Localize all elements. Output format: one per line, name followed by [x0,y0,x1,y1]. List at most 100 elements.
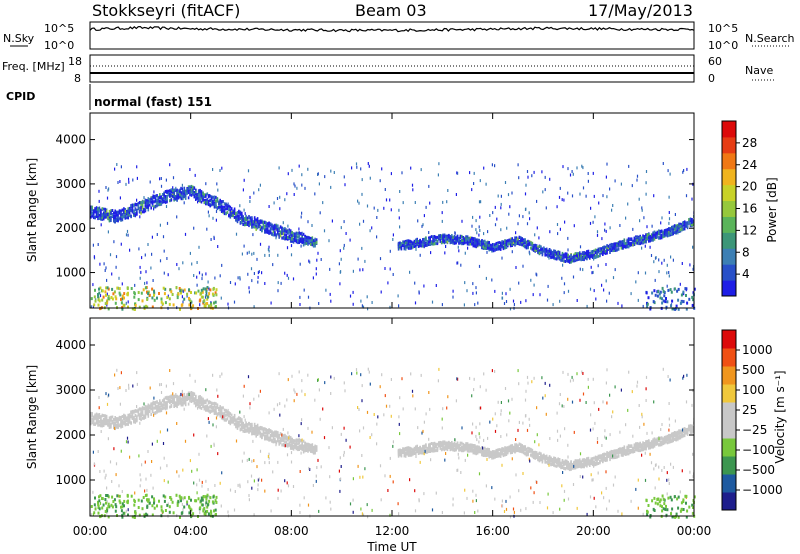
power-cell [633,242,636,246]
velocity-cell [190,400,193,403]
power-cell [592,171,594,175]
velocity-cell [229,415,232,419]
power-cell [419,239,421,243]
power-cell [566,257,568,260]
velocity-cell [426,446,429,450]
power-cell [527,243,529,246]
velocity-cell [238,421,240,424]
power-cell [116,286,119,290]
velocity-cell [156,400,158,404]
power-cell [163,292,166,296]
power-cell [128,208,131,212]
power-cell [163,196,165,200]
velocity-cell [126,419,128,423]
velocity-cell [154,411,157,415]
colorbar-tick-label: 8 [742,245,750,259]
velocity-cell [220,413,223,417]
power-cell [607,244,609,248]
power-cell [147,208,150,212]
power-cell [115,297,118,301]
power-cell [184,189,187,193]
velocity-cell [251,430,253,434]
velocity-cell [266,431,269,435]
power-cell [361,178,363,182]
power-cell [300,215,302,219]
power-cell [143,196,145,200]
power-cell [423,214,425,218]
power-cell [97,211,99,215]
power-cell [412,244,414,248]
power-cell [487,230,489,234]
velocity-cell [92,422,95,426]
power-cell [228,207,230,211]
velocity-cell [235,425,237,429]
velocity-cell [91,421,93,425]
power-cell [143,209,145,213]
velocity-cell [430,442,433,445]
power-cell [130,208,132,212]
power-cell [229,209,232,213]
power-cell [464,281,466,285]
power-cell [156,198,158,202]
velocity-cell [197,397,200,401]
velocity-cell [459,446,462,450]
power-cell [98,299,101,303]
power-cell [170,290,173,294]
power-cell [289,239,292,243]
power-cell [183,288,186,292]
power-cell [605,175,607,179]
velocity-cell [163,406,165,410]
power-cell [233,216,236,219]
power-cell [315,272,317,276]
power-cell [113,290,116,294]
power-cell [509,287,511,291]
power-cell [473,182,475,185]
power-cell [524,192,527,196]
velocity-cell [400,454,403,458]
power-cell [586,250,588,254]
velocity-cell [121,424,124,428]
power-cell [597,264,599,268]
power-cell [484,243,486,247]
power-cell [404,244,407,248]
nsearch-label: N.Search [745,32,795,45]
power-cell [576,258,578,262]
power-cell [406,243,408,247]
power-cell [123,207,125,211]
velocity-cell [285,442,288,446]
power-cell [596,248,598,252]
power-cell [443,233,446,237]
power-cell [297,231,299,235]
power-cell [660,221,662,225]
power-cell [576,254,579,258]
power-cell [193,186,196,190]
power-cell [439,234,442,238]
velocity-cell [463,444,466,448]
power-cell [287,237,289,241]
velocity-cell [210,403,213,407]
power-cell [177,292,180,296]
power-cell [209,204,211,208]
power-cell [423,240,426,244]
power-cell [234,282,236,286]
velocity-cell [170,396,173,400]
power-cell [324,175,326,179]
velocity-cell [131,412,134,416]
frequency-panel: 18 8 60 0 Freq. [MHz] Nave [2,54,774,85]
power-cell [182,191,184,195]
power-cell [625,245,627,248]
power-cell [499,247,502,251]
power-cell [489,247,492,250]
velocity-cell [101,419,104,423]
power-cell [264,230,266,234]
velocity-cell [245,421,247,425]
velocity-cell [235,422,237,426]
power-cell [402,244,404,247]
power-cell [610,246,613,250]
velocity-cell [402,449,404,453]
velocity-cell [407,449,410,453]
cpid-row: CPID normal (fast) 151 [6,84,212,110]
colorbar-tick-label: 28 [742,136,757,150]
velocity-cell [107,422,109,426]
power-cell [94,215,96,219]
